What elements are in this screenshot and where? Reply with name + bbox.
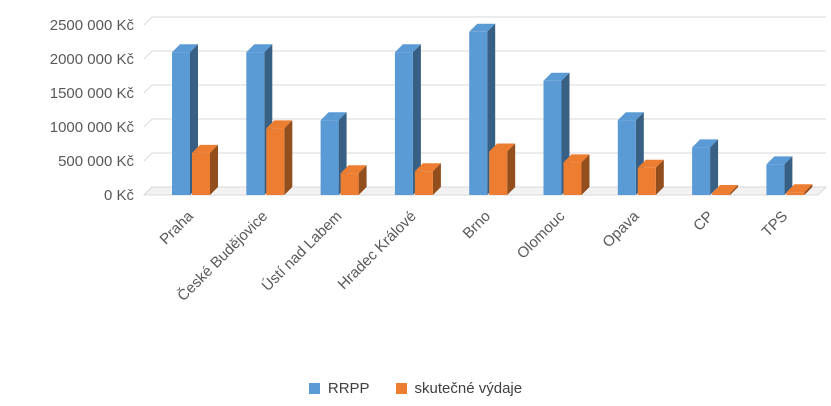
bar-skutecne-vydaje-opava bbox=[637, 159, 664, 195]
legend-swatch-skutecne-vydaje bbox=[395, 383, 407, 394]
gridline bbox=[143, 16, 826, 26]
bar-side-face bbox=[507, 143, 516, 195]
x-tick-label: Olomouc bbox=[514, 207, 569, 262]
bar-top-face bbox=[172, 44, 198, 53]
bar-top-face bbox=[692, 139, 719, 148]
bar-front-face bbox=[320, 120, 339, 195]
bar-skutecne-vydaje-brno bbox=[489, 143, 516, 195]
legend-item-rrpp: RRPP bbox=[308, 380, 370, 397]
bar-skutecne-vydaje-hradec-kralove bbox=[414, 163, 441, 195]
bar-front-face bbox=[469, 31, 488, 195]
x-tick-label: Brno bbox=[460, 208, 494, 242]
gridline bbox=[143, 152, 826, 162]
bar-rrpp-cp bbox=[692, 139, 719, 195]
bar-side-face bbox=[432, 163, 441, 195]
x-tick-label: Praha bbox=[157, 207, 198, 248]
bar-front-face bbox=[394, 52, 413, 196]
bar-side-face bbox=[730, 184, 739, 195]
bar-rrpp-tps bbox=[766, 156, 793, 195]
plot-area: 0 Kč 500 000 Kč 1000 000 Kč 1500 000 Kč 2000… bbox=[50, 16, 828, 305]
bar-side-face bbox=[655, 159, 664, 195]
y-tick-label: 1500 000 Kč bbox=[50, 85, 135, 102]
bar-front-face bbox=[192, 152, 210, 195]
bar-rrpp-hradec-kralove bbox=[394, 44, 421, 196]
bar-top-face bbox=[192, 144, 218, 153]
bar-top-face bbox=[786, 184, 813, 193]
bar-side-face bbox=[412, 44, 421, 196]
bar-skutecne-vydaje-usti-nad-labem bbox=[340, 165, 367, 195]
bar-skutecne-vydaje-praha bbox=[192, 144, 218, 195]
bar-top-face bbox=[320, 112, 347, 121]
bar-skutecne-vydaje-ceske-budejovice bbox=[266, 120, 293, 195]
legend: RRPP skutečné výdaje bbox=[0, 380, 831, 397]
legend-item-skutecne-vydaje: skutečné výdaje bbox=[395, 380, 523, 397]
bar-side-face bbox=[358, 165, 367, 195]
bar-front-face bbox=[172, 52, 190, 196]
legend-label-skutecne-vydaje: skutečné výdaje bbox=[414, 380, 523, 397]
y-tick-label: 0 Kč bbox=[104, 187, 135, 204]
bar-top-face bbox=[266, 120, 293, 129]
bar-top-face bbox=[394, 44, 421, 53]
bar-front-face bbox=[786, 192, 805, 195]
bar-front-face bbox=[543, 80, 562, 195]
x-tick-label: Opava bbox=[599, 207, 643, 251]
bar-side-face bbox=[581, 154, 590, 195]
bar-rrpp-usti-nad-labem bbox=[320, 112, 347, 195]
bar-front-face bbox=[563, 162, 582, 195]
gridline bbox=[143, 186, 826, 196]
bar-front-face bbox=[266, 128, 285, 195]
gridline bbox=[143, 50, 826, 60]
x-tick-label: Ústí nad Labem bbox=[259, 208, 346, 295]
bar-front-face bbox=[414, 171, 433, 195]
bar-side-face bbox=[804, 184, 813, 195]
bar-side-face bbox=[784, 156, 793, 195]
bar-top-face bbox=[637, 159, 664, 168]
bar-front-face bbox=[617, 120, 636, 195]
legend-swatch-rrpp bbox=[308, 383, 320, 394]
bar-top-face bbox=[246, 44, 273, 53]
bar-top-face bbox=[563, 154, 590, 163]
bar-front-face bbox=[489, 151, 508, 195]
bar-side-face bbox=[710, 139, 719, 195]
bar-top-face bbox=[469, 23, 496, 32]
bar-side-face bbox=[284, 120, 293, 195]
bar-front-face bbox=[340, 173, 359, 195]
bar-skutecne-vydaje-cp bbox=[712, 184, 739, 195]
bar-front-face bbox=[766, 164, 785, 195]
bar-side-face bbox=[210, 144, 218, 195]
bar-top-face bbox=[414, 163, 441, 172]
bar-top-face bbox=[543, 72, 570, 81]
bar-top-face bbox=[617, 112, 644, 121]
bar-top-face bbox=[489, 143, 516, 152]
y-tick-label: 1000 000 Kč bbox=[50, 119, 135, 136]
bar-top-face bbox=[712, 184, 739, 193]
bar-top-face bbox=[340, 165, 367, 174]
legend-label-rrpp: RRPP bbox=[327, 380, 370, 397]
bar-front-face bbox=[692, 147, 711, 195]
bar-front-face bbox=[637, 167, 656, 195]
x-tick-label: Hradec Králové bbox=[335, 208, 420, 293]
x-tick-label: CP bbox=[690, 208, 717, 235]
gridline bbox=[143, 118, 826, 128]
bar-skutecne-vydaje-tps bbox=[786, 184, 813, 195]
y-tick-label: 2500 000 Kč bbox=[50, 17, 135, 34]
gridline bbox=[143, 84, 826, 94]
y-tick-label: 2000 000 Kč bbox=[50, 51, 135, 68]
x-tick-label: TPS bbox=[759, 208, 792, 241]
bar-front-face bbox=[712, 192, 731, 195]
bar-top-face bbox=[766, 156, 793, 165]
bar-front-face bbox=[246, 52, 265, 196]
y-tick-label: 500 000 Kč bbox=[58, 153, 134, 170]
bar-skutecne-vydaje-olomouc bbox=[563, 154, 590, 195]
